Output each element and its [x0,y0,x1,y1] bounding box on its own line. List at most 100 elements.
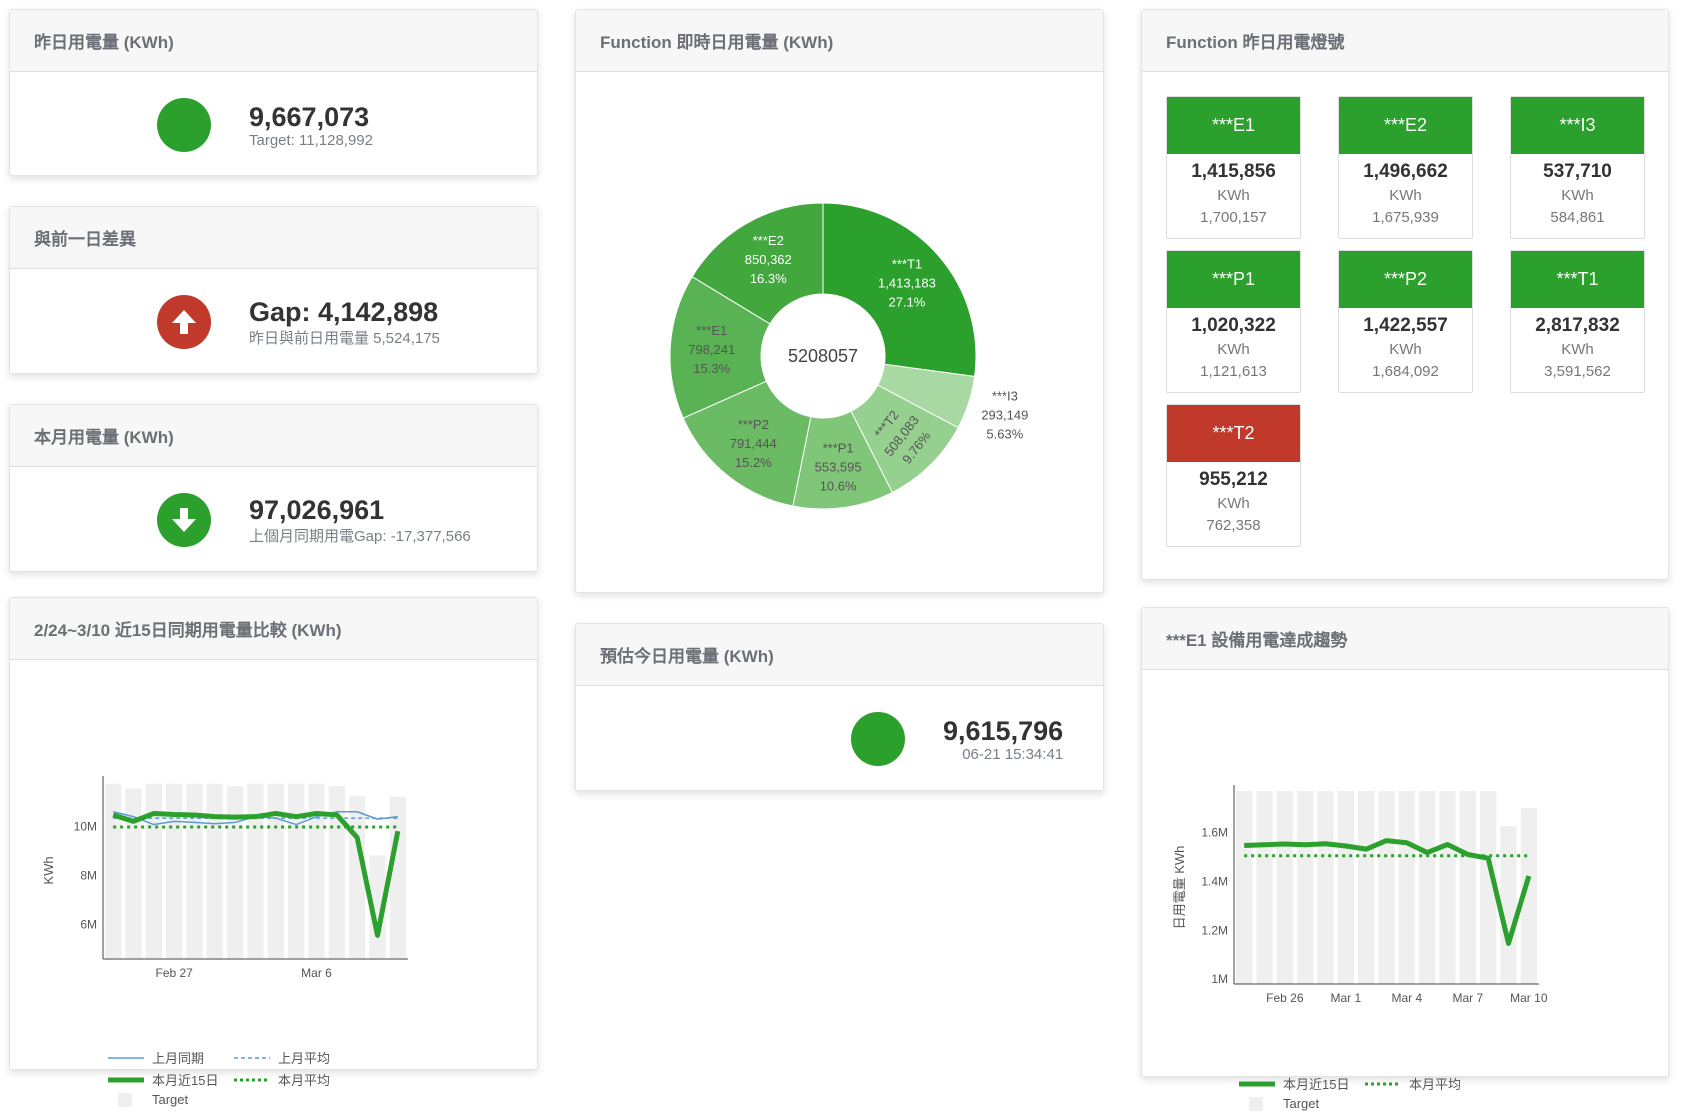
tile-target: 1,700,157 [1200,209,1267,226]
month-usage-card: 本月用電量 (KWh) 97,026,961 上個月同期用電Gap: -17,3… [9,404,538,572]
tile-target: 1,684,092 [1372,363,1439,380]
legend-item[interactable]: 本月近15日 [108,1070,218,1089]
tile-target: 584,861 [1550,209,1605,226]
target-bar [186,783,203,959]
slice-label-text: ***T1 [892,257,922,272]
legend-item[interactable]: 本月平均 [234,1070,330,1089]
donut-slice [822,202,977,378]
y-tick-label: 1.4M [1201,874,1228,888]
target-bar [1419,791,1436,984]
target-bar [145,783,162,959]
tile-unit: KWh [1561,187,1594,204]
arrow-up-icon [157,295,211,349]
gap-value: Gap: 4,142,898 [249,296,439,327]
target-bar [247,783,264,959]
card-title: 與前一日差異 [10,207,537,269]
arrow-down-icon [157,493,211,547]
legend-item[interactable]: 上月平均 [234,1048,330,1067]
function-light-tile[interactable]: ***E1 1,415,856 KWh 1,700,157 [1166,96,1301,239]
function-light-tile[interactable]: ***I3 537,710 KWh 584,861 [1510,96,1645,239]
target-bar [206,783,223,959]
legend-label: 本月平均 [1409,1077,1462,1092]
target-bar [166,783,183,959]
function-light-tile[interactable]: ***P2 1,422,557 KWh 1,684,092 [1338,250,1473,393]
function-donut-chart[interactable]: ***T1 1,413,183 27.1% ***I3 293,149 5.63% ***T… [576,72,1103,592]
slice-label-text: ***E1 [696,323,727,338]
legend-label: 本月平均 [278,1073,331,1088]
x-tick-label: Mar 4 [1391,991,1422,1005]
tile-header: ***E1 [1167,97,1300,154]
estimate-value: 9,615,796 [943,715,1064,746]
target-bar [369,855,386,959]
legend-item[interactable]: 本月平均 [1365,1074,1461,1093]
trend-chart-card: ***E1 設備用電達成趨勢 1M 1.2M 1.4M 1.6M Feb 26 Mar 1… [1141,607,1669,1111]
x-tick-label: Mar 10 [1510,991,1548,1005]
function-light-tile[interactable]: ***P1 1,020,322 KWh 1,121,613 [1166,250,1301,393]
slice-label-text: 16.3% [750,271,787,286]
tile-header: ***P1 [1167,251,1300,308]
tile-unit: KWh [1561,341,1594,358]
function-light-tile[interactable]: ***E2 1,496,662 KWh 1,675,939 [1338,96,1473,239]
slice-label-text: ***E2 [753,233,784,248]
slice-label-text: 850,362 [745,252,792,267]
x-tick-label: Feb 26 [1266,991,1304,1005]
slice-label-text: 15.3% [693,361,730,376]
legend-item[interactable]: 本月近15日 [1239,1074,1349,1093]
green-circle-icon [851,712,905,766]
target-bar [267,783,284,959]
slice-label-text: 15.2% [735,455,772,470]
x-tick-label: Mar 7 [1452,991,1483,1005]
x-tick-label: Mar 6 [301,966,332,980]
tile-header: ***P2 [1339,251,1472,308]
target-bar [1276,791,1293,984]
target-bar [288,783,305,959]
target-bar [227,786,244,959]
tile-unit: KWh [1389,341,1422,358]
gap-sub: 昨日與前日用電量 5,524,175 [249,329,440,347]
legend-item[interactable]: Target [118,1092,188,1107]
slice-label: ***T1 1,413,183 27.1% [878,257,936,310]
target-bar [1459,791,1476,984]
function-light-tile[interactable]: ***T2 955,212 KWh 762,358 [1166,404,1301,547]
compare-chart[interactable]: 6M 8M 10M Feb 27 Mar 6 KWh [10,598,537,1008]
yesterday-value: 9,667,073 [249,101,370,132]
tile-value: 955,212 [1199,469,1268,490]
this-month-line [1244,838,1532,946]
slice-label-text: 1,413,183 [878,276,936,291]
estimate-time: 06-21 15:34:41 [962,745,1064,763]
y-axis-label: KWh [41,856,56,884]
legend-item[interactable]: Target [1249,1096,1319,1111]
y-tick-label: 1.6M [1201,826,1228,840]
target-bar [1297,791,1314,984]
trend-chart[interactable]: 1M 1.2M 1.4M 1.6M Feb 26 Mar 1 Mar 4 Mar 7 Mar 1… [1142,608,1668,1028]
y-tick-label: 1.2M [1201,923,1228,937]
compare-chart-card: 2/24~3/10 近15日同期用電量比較 (KWh) 6M 8M 10M Feb 2… [9,597,538,1107]
function-light-tile[interactable]: ***T1 2,817,832 KWh 3,591,562 [1510,250,1645,393]
green-circle-icon [157,98,211,152]
tile-header: ***E2 [1339,97,1472,154]
slice-label-text: 5.63% [986,426,1023,441]
target-bar [1358,791,1375,984]
target-bar [1480,791,1497,984]
card-title: 昨日用電量 (KWh) [10,10,537,72]
legend-item[interactable]: 上月同期 [108,1048,204,1067]
y-axis-label: 日用電量 KWh [1172,846,1187,930]
card-title: 2/24~3/10 近15日同期用電量比較 (KWh) [10,598,537,660]
tile-value: 1,020,322 [1191,315,1276,336]
target-bar [1500,826,1517,984]
slice-label: ***P2 791,444 15.2% [730,417,777,470]
tile-target: 762,358 [1206,517,1261,534]
target-bar [105,783,122,959]
slice-label: ***E1 798,241 15.3% [688,323,735,376]
legend-label: 本月近15日 [152,1073,219,1088]
legend-label: Target [1283,1096,1320,1111]
function-pie-card: Function 即時日用電量 (KWh) ***T1 1,413,183 27.1… [575,9,1104,593]
slice-label-text: 10.6% [820,478,857,493]
target-bar [1520,808,1537,984]
card-title: Function 即時日用電量 (KWh) [576,10,1103,72]
tile-target: 1,121,613 [1200,363,1267,380]
tile-value: 2,817,832 [1535,315,1620,336]
slice-label-text: 27.1% [889,295,926,310]
slice-label-text: ***I3 [992,388,1018,403]
slice-label-text: 553,595 [815,459,862,474]
